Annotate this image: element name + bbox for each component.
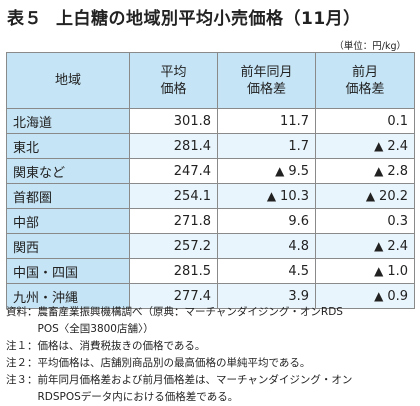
negative-triangle-icon: ▲ bbox=[374, 138, 384, 153]
mom-diff-cell-value: 2.4 bbox=[387, 138, 408, 154]
mom-diff-cell-value: 2.4 bbox=[387, 238, 408, 254]
region-cell: 中部 bbox=[6, 208, 130, 234]
table-row: 関東など 247.4 ▲ 9.5 ▲ 2.8 bbox=[6, 158, 415, 184]
table-row: 中国・四国 281.5 4.5 ▲ 1.0 bbox=[6, 258, 415, 284]
note-line: POS〈全国3800店舗〉） bbox=[37, 323, 154, 335]
mom-diff-cell-value: 0.3 bbox=[387, 213, 408, 229]
note-text: 農畜産業振興機構調べ（原典：マーチャンダイジング・オンRDS POS〈全国3800… bbox=[38, 304, 417, 338]
region-cell: 中国・四国 bbox=[6, 258, 130, 284]
yoy-diff-cell: 9.6 bbox=[217, 208, 316, 234]
mom-diff-cell: 0.1 bbox=[315, 108, 415, 134]
mom-diff-cell: ▲ 2.4 bbox=[315, 133, 415, 159]
note-row: 注２： 平均価格は、店舗別商品別の最高価格の単純平均である。 bbox=[6, 355, 416, 372]
region-cell: 九州・沖縄 bbox=[6, 283, 130, 309]
mom-diff-cell-value: 0.1 bbox=[387, 113, 408, 129]
region-cell: 北海道 bbox=[6, 108, 130, 134]
note-line: RDSPOSデータ内における価格差である。 bbox=[37, 391, 239, 403]
yoy-diff-cell-value: 3.9 bbox=[288, 288, 309, 304]
yoy-diff-cell-value: 4.8 bbox=[288, 238, 309, 254]
header-yoy-line2: 価格差 bbox=[246, 81, 286, 97]
mom-diff-cell-value: 0.9 bbox=[387, 288, 408, 304]
mom-diff-cell: ▲ 2.8 bbox=[315, 158, 415, 184]
unit-label: （単位：円/kg） bbox=[334, 41, 406, 52]
avg-price-cell: 281.4 bbox=[129, 133, 218, 159]
note-text: 平均価格は、店舗別商品別の最高価格の単純平均である。 bbox=[38, 355, 417, 372]
yoy-diff-cell: 3.9 bbox=[217, 283, 316, 309]
mom-diff-cell-value: 1.0 bbox=[387, 263, 408, 279]
note-key: 注１： bbox=[6, 340, 38, 352]
table-row: 九州・沖縄 277.4 3.9 ▲ 0.9 bbox=[6, 283, 415, 309]
header-avg-price: 平均 価格 bbox=[129, 52, 218, 109]
yoy-diff-cell: ▲ 9.5 bbox=[217, 158, 316, 184]
region-cell: 関東など bbox=[6, 158, 130, 184]
yoy-diff-cell-value: 10.3 bbox=[280, 188, 309, 204]
header-mom-line1: 前月 bbox=[351, 64, 378, 80]
note-line: 平均価格は、店舗別商品別の最高価格の単純平均である。 bbox=[37, 357, 311, 369]
note-row: 資料： 農畜産業振興機構調べ（原典：マーチャンダイジング・オンRDS POS〈全国3… bbox=[6, 304, 416, 338]
table-title-text: 上白糖の地域別平均小売価格（11月） bbox=[56, 9, 361, 29]
yoy-diff-cell: 1.7 bbox=[217, 133, 316, 159]
note-key: 注２： bbox=[6, 357, 38, 369]
avg-price-cell: 281.5 bbox=[129, 258, 218, 284]
yoy-diff-cell: 4.5 bbox=[217, 258, 316, 284]
negative-triangle-icon: ▲ bbox=[275, 163, 285, 178]
header-region: 地域 bbox=[6, 52, 130, 109]
yoy-diff-cell-value: 11.7 bbox=[280, 113, 309, 129]
yoy-diff-cell: ▲ 10.3 bbox=[217, 183, 316, 209]
note-line: 農畜産業振興機構調べ（原典：マーチャンダイジング・オンRDS bbox=[37, 306, 343, 318]
region-cell: 東北 bbox=[6, 133, 130, 159]
negative-triangle-icon: ▲ bbox=[365, 188, 376, 203]
header-row: 地域 平均 価格 前年同月 価格差 前月 価格差 bbox=[6, 52, 415, 109]
mom-diff-cell: ▲ 2.4 bbox=[315, 233, 415, 259]
table-row: 関西 257.2 4.8 ▲ 2.4 bbox=[6, 233, 415, 259]
table-row: 首都圏 254.1 ▲ 10.3 ▲ 20.2 bbox=[6, 183, 415, 209]
avg-price-cell: 247.4 bbox=[129, 158, 218, 184]
negative-triangle-icon: ▲ bbox=[374, 263, 384, 278]
note-key: 資料： bbox=[6, 306, 38, 318]
negative-triangle-icon: ▲ bbox=[374, 288, 384, 303]
header-yoy-line1: 前年同月 bbox=[240, 64, 293, 80]
note-key: 注３： bbox=[6, 374, 38, 386]
table-row: 中部 271.8 9.6 0.3 bbox=[6, 208, 415, 234]
yoy-diff-cell-value: 9.6 bbox=[288, 213, 309, 229]
notes: 資料： 農畜産業振興機構調べ（原典：マーチャンダイジング・オンRDS POS〈全国3… bbox=[6, 304, 416, 406]
yoy-diff-cell-value: 9.5 bbox=[288, 163, 309, 179]
mom-diff-cell: 0.3 bbox=[315, 208, 415, 234]
header-avg-price-line1: 平均 bbox=[160, 64, 187, 80]
table-row: 東北 281.4 1.7 ▲ 2.4 bbox=[6, 133, 415, 159]
negative-triangle-icon: ▲ bbox=[266, 188, 277, 203]
negative-triangle-icon: ▲ bbox=[374, 163, 384, 178]
header-yoy-diff: 前年同月 価格差 bbox=[217, 52, 316, 109]
mom-diff-cell-value: 2.8 bbox=[387, 163, 408, 179]
header-region-label: 地域 bbox=[54, 73, 81, 88]
avg-price-cell: 301.8 bbox=[129, 108, 218, 134]
header-avg-price-line2: 価格 bbox=[160, 81, 187, 97]
note-text: 前年同月価格差および前月価格差は、マーチャンダイジング・オン RDSPOSデータ内… bbox=[38, 372, 417, 406]
header-mom-diff: 前月 価格差 bbox=[315, 52, 415, 109]
yoy-diff-cell-value: 1.7 bbox=[288, 138, 309, 154]
note-row: 注３： 前年同月価格差および前月価格差は、マーチャンダイジング・オン RDSPOSデ… bbox=[6, 372, 416, 406]
yoy-diff-cell: 11.7 bbox=[217, 108, 316, 134]
table-title: 表５ 上白糖の地域別平均小売価格（11月） bbox=[7, 4, 361, 29]
yoy-diff-cell-value: 4.5 bbox=[288, 263, 309, 279]
mom-diff-cell: ▲ 1.0 bbox=[315, 258, 415, 284]
mom-diff-cell: ▲ 20.2 bbox=[315, 183, 415, 209]
price-table: 地域 平均 価格 前年同月 価格差 前月 価格差 北海道 301.8 11.7 0.1… bbox=[6, 52, 415, 309]
mom-diff-cell-value: 20.2 bbox=[379, 188, 408, 204]
note-line: 前年同月価格差および前月価格差は、マーチャンダイジング・オン bbox=[37, 374, 353, 386]
yoy-diff-cell: 4.8 bbox=[217, 233, 316, 259]
header-mom-line2: 価格差 bbox=[345, 81, 385, 97]
negative-triangle-icon: ▲ bbox=[374, 238, 384, 253]
region-cell: 首都圏 bbox=[6, 183, 130, 209]
avg-price-cell: 254.1 bbox=[129, 183, 218, 209]
note-text: 価格は、消費税抜きの価格である。 bbox=[38, 338, 417, 355]
table-number: 表５ bbox=[7, 9, 42, 29]
note-row: 注１： 価格は、消費税抜きの価格である。 bbox=[6, 338, 416, 355]
mom-diff-cell: ▲ 0.9 bbox=[315, 283, 415, 309]
region-cell: 関西 bbox=[6, 233, 130, 259]
table-row: 北海道 301.8 11.7 0.1 bbox=[6, 108, 415, 134]
avg-price-cell: 271.8 bbox=[129, 208, 218, 234]
note-line: 価格は、消費税抜きの価格である。 bbox=[37, 340, 206, 352]
avg-price-cell: 257.2 bbox=[129, 233, 218, 259]
